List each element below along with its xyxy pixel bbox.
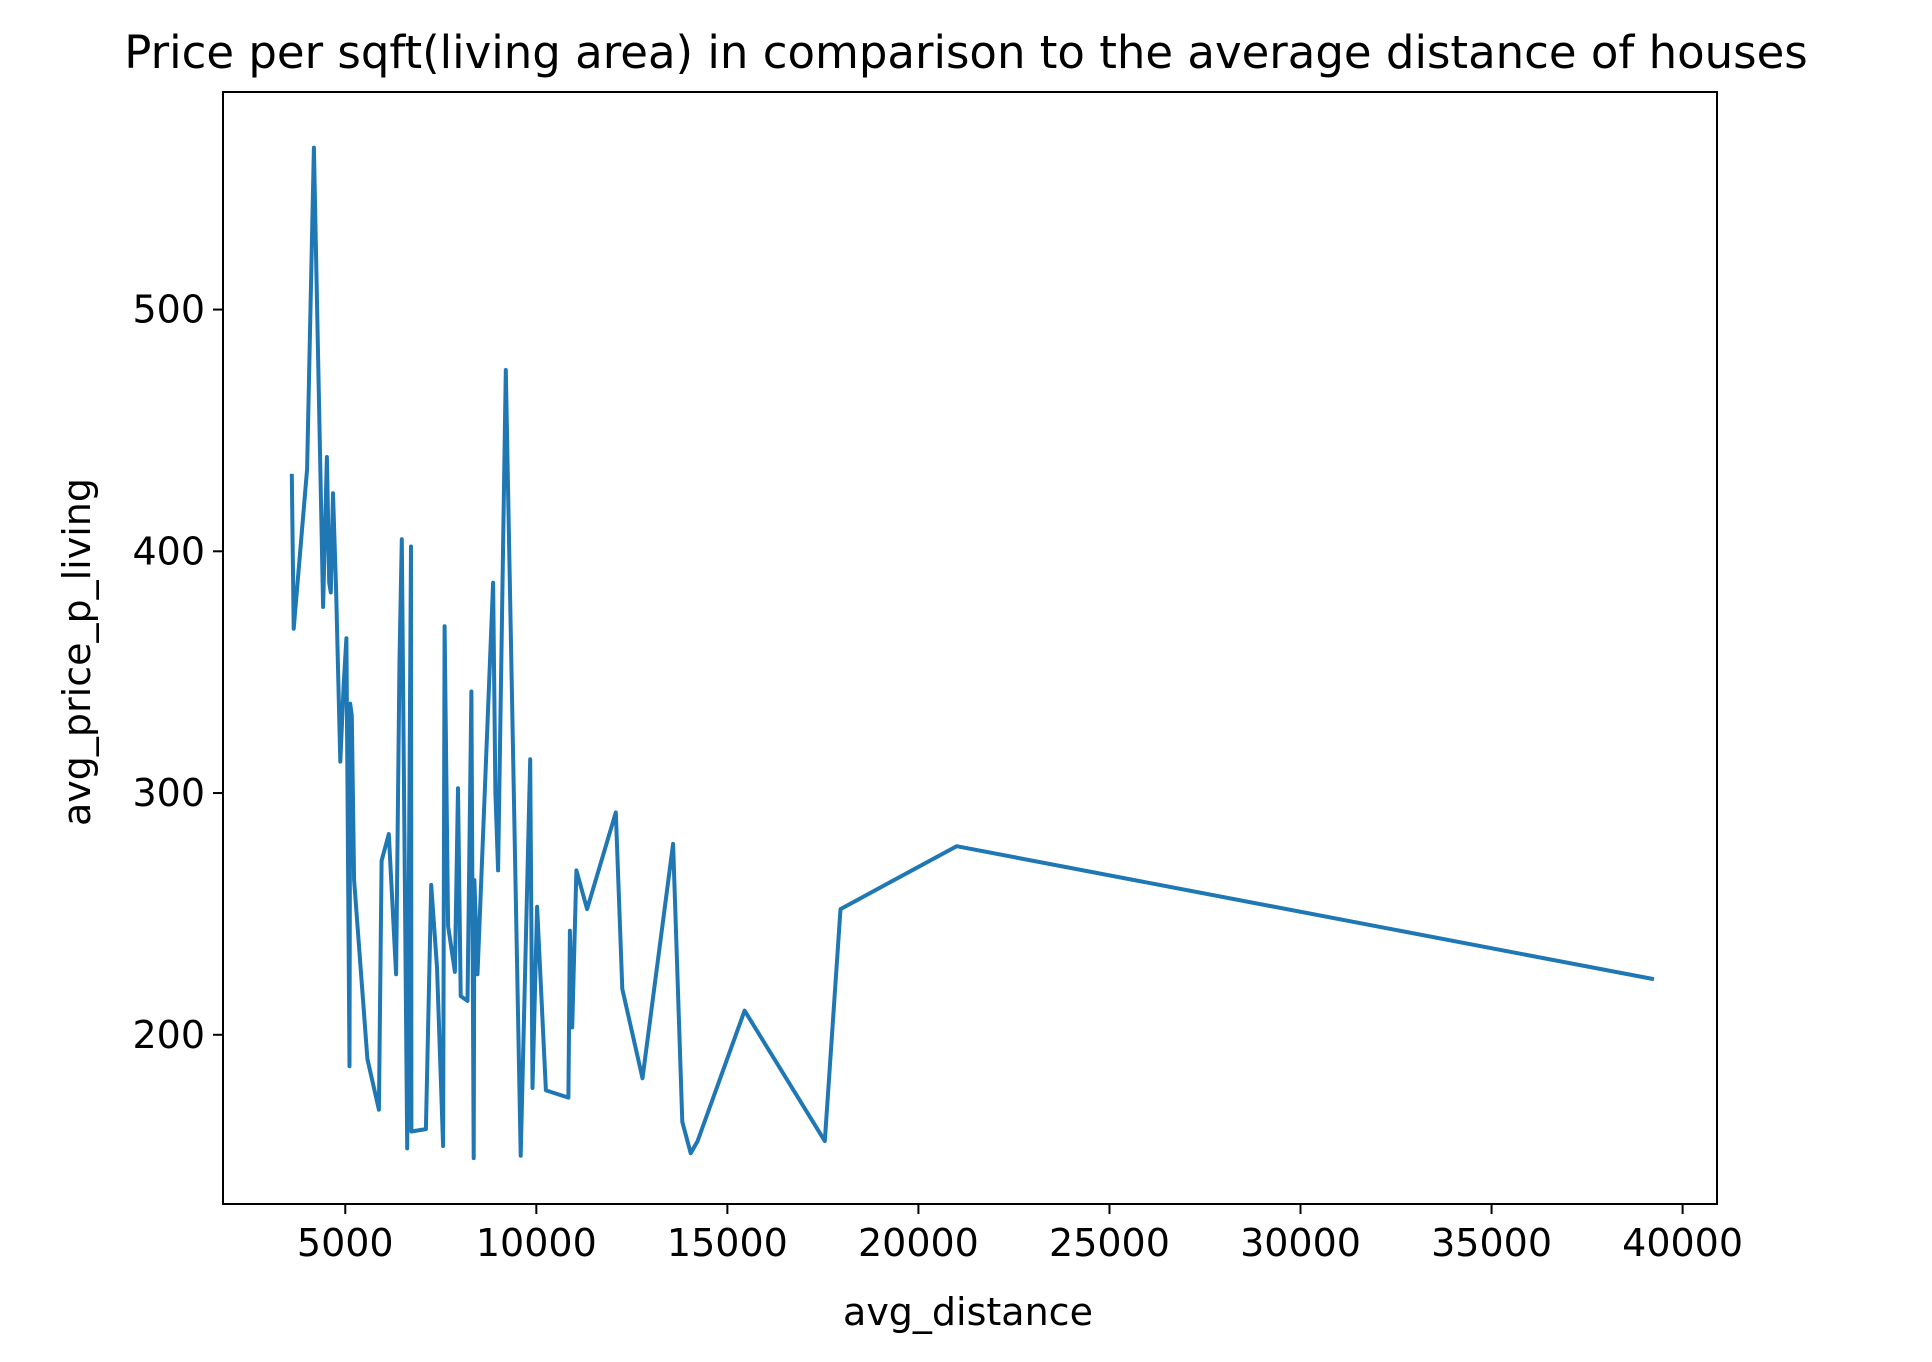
x-tick-label: 5000: [297, 1221, 394, 1265]
series-line-avg-price: [289, 145, 1655, 1161]
x-tick-label: 30000: [1240, 1221, 1361, 1265]
x-tick-label: 10000: [476, 1221, 597, 1265]
y-tick-label: 300: [132, 771, 205, 815]
plot-frame: [222, 91, 1718, 1205]
x-tick-label: 20000: [858, 1221, 979, 1265]
y-tick-label: 200: [132, 1013, 205, 1057]
y-axis-label: avg_price_p_living: [55, 478, 99, 826]
x-tick-label: 15000: [667, 1221, 788, 1265]
y-axis: 200 300 400 500: [132, 288, 223, 1057]
x-axis-label: avg_distance: [843, 1290, 1093, 1334]
y-tick-label: 500: [132, 288, 205, 332]
chart-title: Price per sqft(living area) in compariso…: [124, 26, 1807, 79]
x-tick-label: 25000: [1049, 1221, 1170, 1265]
x-tick-label: 40000: [1622, 1221, 1743, 1265]
x-tick-label: 35000: [1431, 1221, 1552, 1265]
y-tick-label: 400: [132, 529, 205, 573]
x-axis: 5000 10000 15000 20000 25000 30000 35000 40000: [297, 1204, 1743, 1265]
plot-area: [222, 91, 1718, 1205]
